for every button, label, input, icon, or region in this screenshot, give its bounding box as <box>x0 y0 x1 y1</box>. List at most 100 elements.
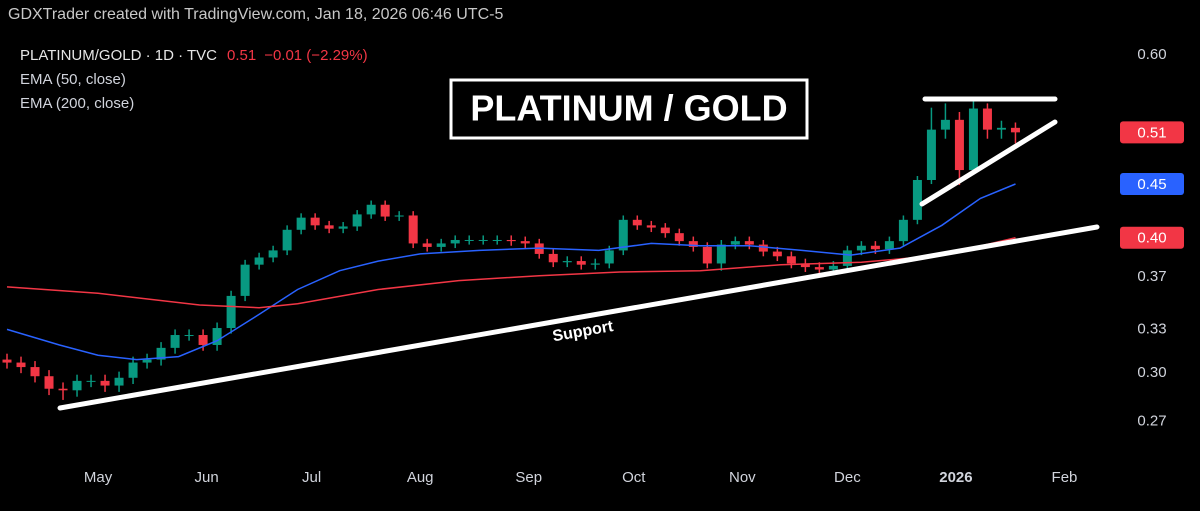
candle-body <box>674 233 684 242</box>
x-tick-label: Feb <box>1052 469 1078 486</box>
candle-body <box>324 225 334 229</box>
candle-body <box>968 108 978 171</box>
candle-body <box>58 388 68 391</box>
x-tick-label: Jul <box>302 469 321 486</box>
candle-body <box>912 179 922 220</box>
x-tick-label: Dec <box>834 469 861 486</box>
candle-body <box>814 267 824 270</box>
candle-body <box>100 380 110 386</box>
candle-body <box>422 243 432 247</box>
legend-entry: EMA (200, close) <box>20 95 134 112</box>
last-value-badge <box>1120 173 1184 196</box>
candle-body <box>576 261 586 265</box>
plot-area <box>2 100 1020 400</box>
candle-body <box>744 241 754 245</box>
ema-line <box>6 236 1016 309</box>
x-tick-label: 2026 <box>939 469 972 486</box>
title-box <box>449 78 809 140</box>
candle-body <box>940 119 950 130</box>
x-tick-label: Sep <box>515 469 542 486</box>
last-value-label: 0.51 <box>1137 124 1166 141</box>
last-value-badge <box>1120 226 1184 249</box>
candle-body <box>604 250 614 264</box>
candle-body <box>716 244 726 264</box>
x-tick-label: Aug <box>407 469 434 486</box>
support-line <box>57 224 1100 411</box>
candle-body <box>142 359 152 363</box>
candle-body <box>254 257 264 265</box>
ema-line <box>6 183 1016 361</box>
candle-body <box>394 215 404 217</box>
candle-body <box>842 250 852 266</box>
candle-body <box>898 219 908 242</box>
candle-body <box>926 129 936 180</box>
legend-entry: PLATINUM/GOLD · 1D · TVC <box>20 47 217 64</box>
last-value-badge <box>1120 121 1184 144</box>
candle-body <box>730 241 740 245</box>
legend-entry: EMA (50, close) <box>20 71 126 88</box>
candle-body <box>660 227 670 234</box>
candle-body <box>478 239 488 241</box>
y-tick-label: 0.60 <box>1137 46 1166 63</box>
candle-body <box>702 246 712 264</box>
y-tick-label: 0.37 <box>1137 268 1166 285</box>
candle-body <box>856 245 866 251</box>
candle-body <box>1010 127 1020 133</box>
candle-body <box>996 127 1006 130</box>
candle-body <box>590 263 600 265</box>
candle-body <box>2 359 12 363</box>
candle-body <box>44 376 54 389</box>
candle-body <box>800 263 810 268</box>
chart-title: PLATINUM / GOLD <box>470 88 787 129</box>
candle-body <box>72 380 82 391</box>
candle-body <box>226 295 236 329</box>
candle-body <box>688 241 698 247</box>
y-tick-label: 0.30 <box>1137 364 1166 381</box>
y-tick-label: 0.27 <box>1137 412 1166 429</box>
candle-body <box>16 362 26 368</box>
candle-body <box>548 253 558 263</box>
candle-body <box>786 256 796 264</box>
candle-body <box>338 226 348 229</box>
candle-body <box>884 241 894 250</box>
x-tick-label: May <box>84 469 113 486</box>
candle-body <box>184 335 194 337</box>
candle-body <box>646 225 656 228</box>
candle-body <box>772 251 782 257</box>
candle-body <box>632 219 642 226</box>
legend-symbol: PLATINUM/GOLD · 1D · TVC 0.51 −0.01 (−2.29… <box>20 47 368 64</box>
candle-body <box>982 108 992 130</box>
candle-body <box>86 380 96 382</box>
candle-body <box>268 250 278 258</box>
candle-body <box>954 119 964 171</box>
candle-body <box>128 362 138 378</box>
candle-body <box>30 367 40 377</box>
candle-body <box>492 239 502 241</box>
x-tick-label: Jun <box>194 469 218 486</box>
y-tick-label: 0.33 <box>1137 320 1166 337</box>
candle-body <box>352 214 362 227</box>
candle-body <box>198 335 208 345</box>
candle-body <box>212 328 222 345</box>
candle-body <box>408 215 418 244</box>
candle-body <box>156 347 166 360</box>
x-tick-label: Nov <box>729 469 756 486</box>
candle-body <box>758 244 768 252</box>
candle-body <box>506 239 516 242</box>
candle-body <box>520 241 530 244</box>
candle-body <box>436 243 446 247</box>
candle-body <box>450 239 460 244</box>
candle-body <box>464 239 474 241</box>
candle-body <box>114 377 124 386</box>
candle-body <box>170 335 180 348</box>
candle-body <box>282 229 292 251</box>
candle-body <box>562 261 572 263</box>
last-value-label: 0.45 <box>1137 176 1166 193</box>
last-value-label: 0.40 <box>1137 230 1166 247</box>
candle-body <box>828 265 838 270</box>
candle-body <box>366 204 376 215</box>
candle-body <box>618 219 628 251</box>
